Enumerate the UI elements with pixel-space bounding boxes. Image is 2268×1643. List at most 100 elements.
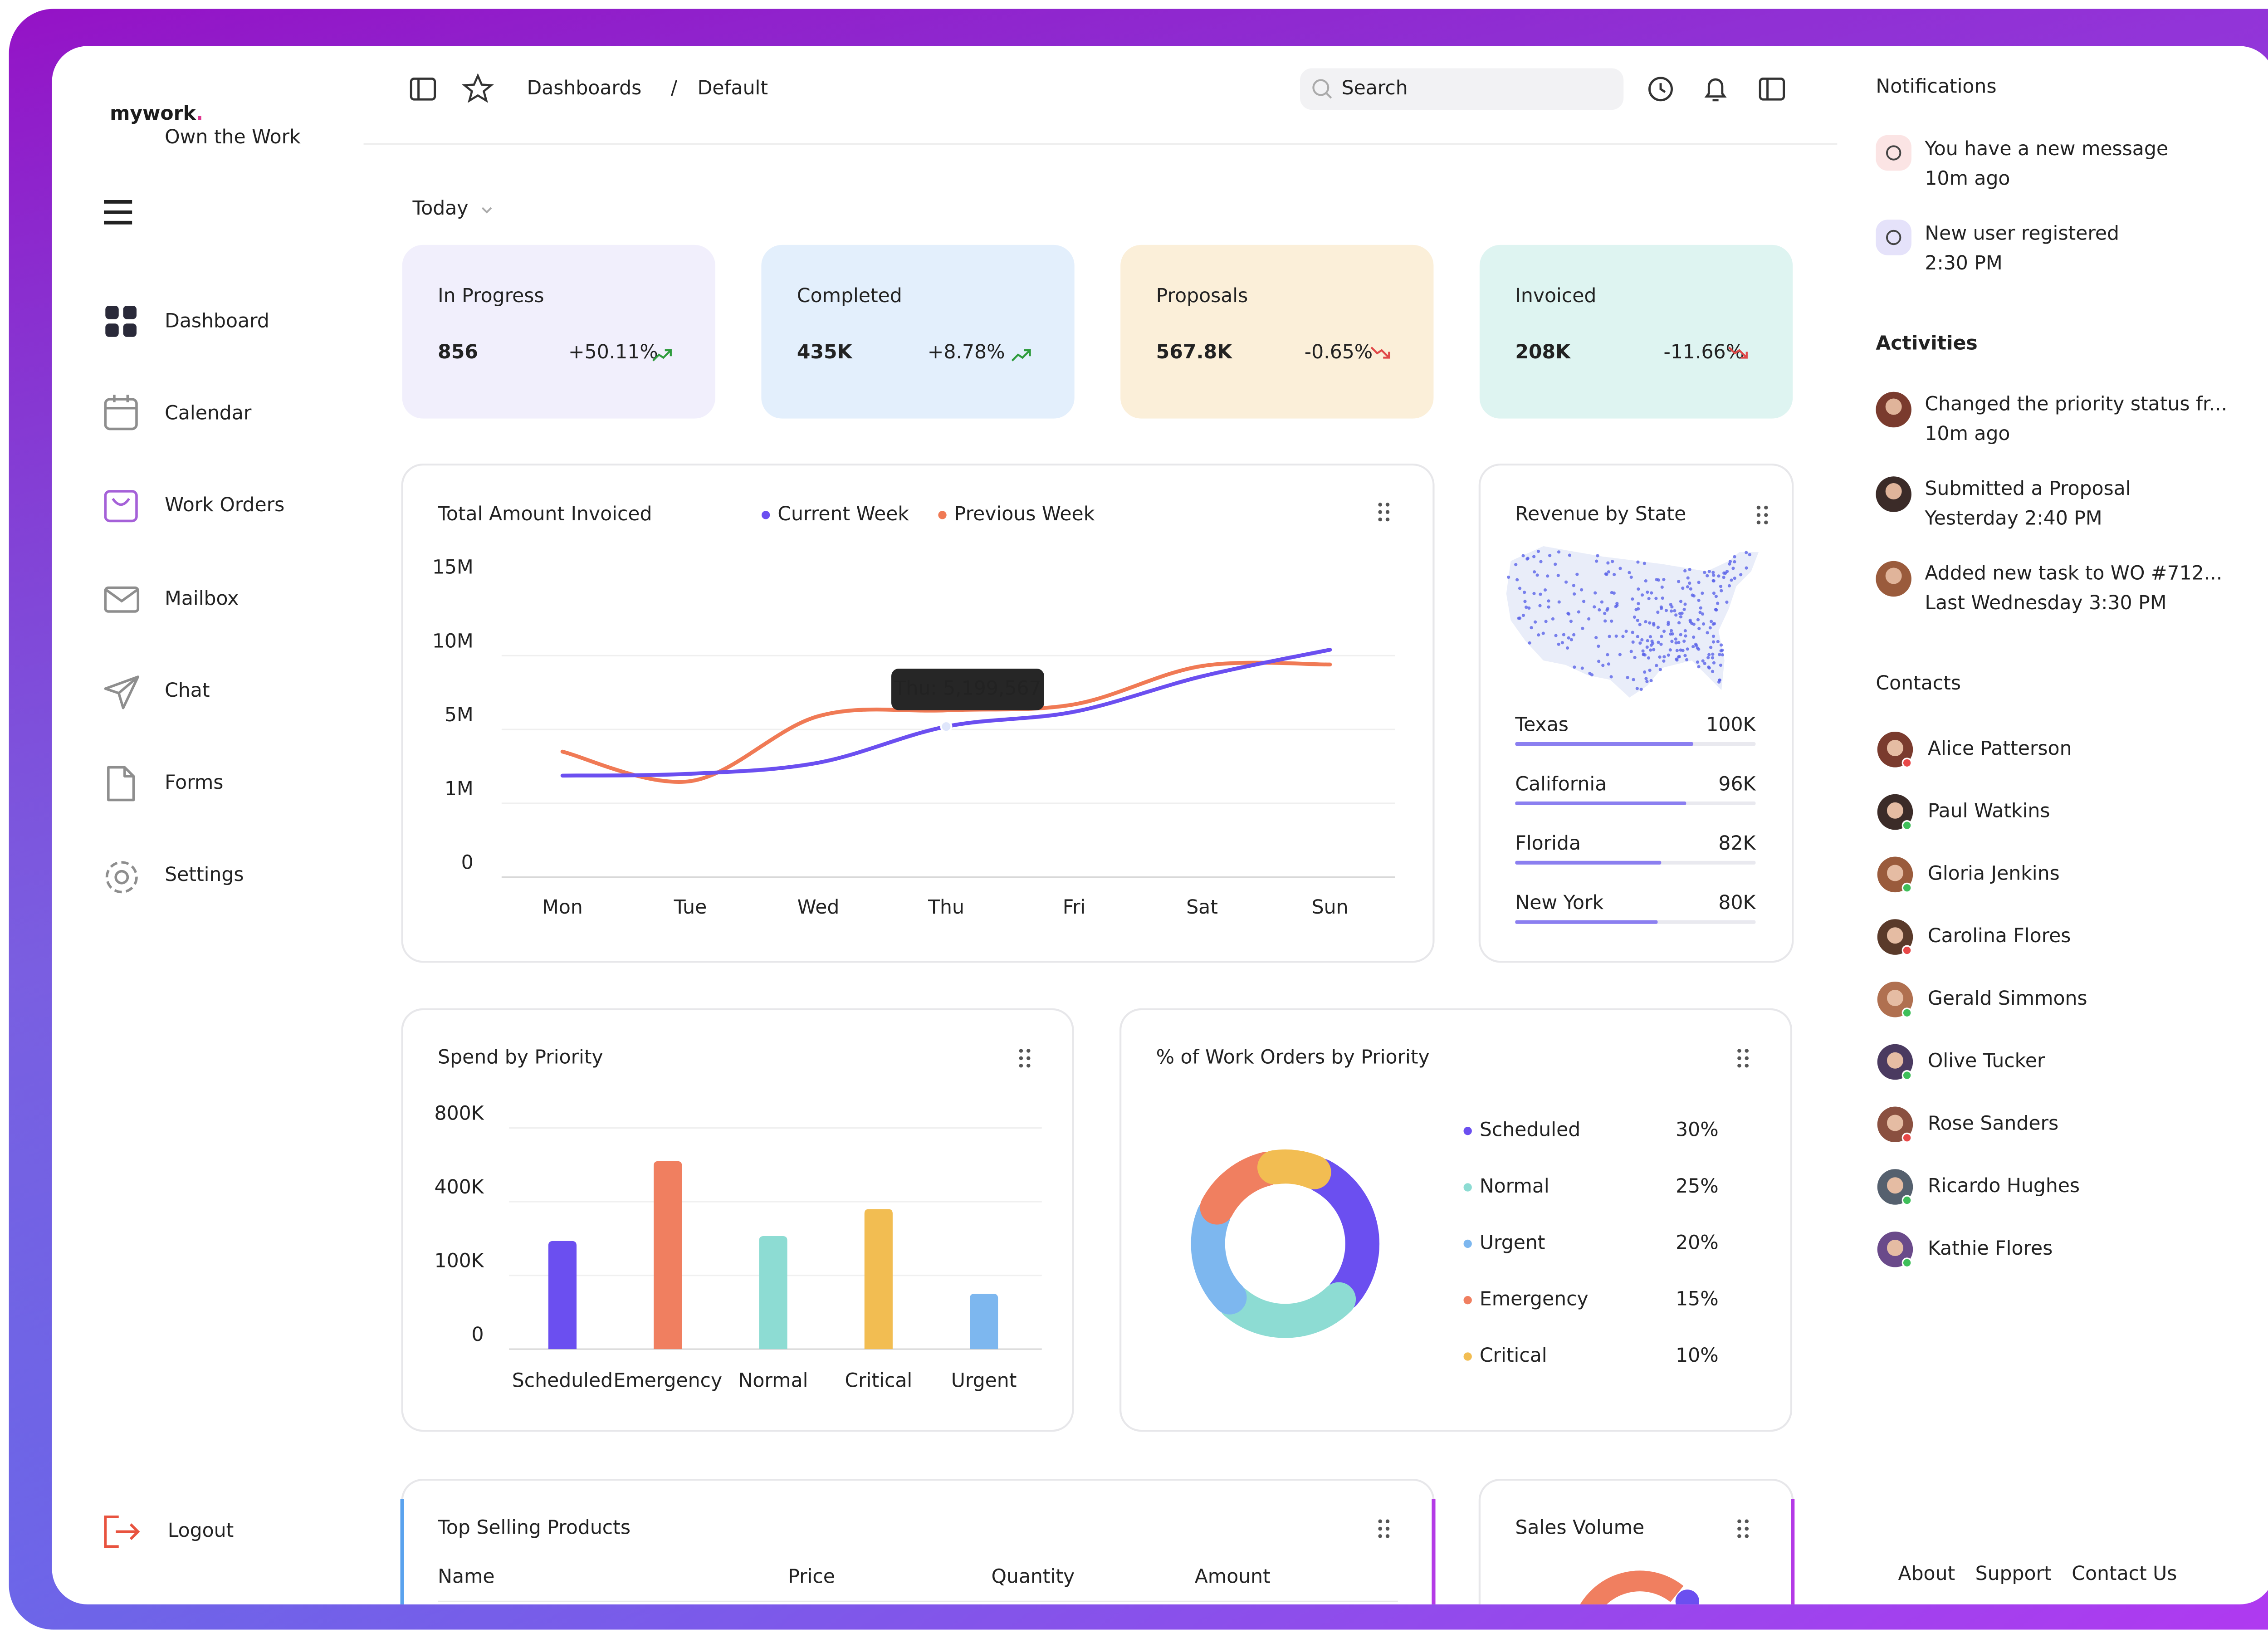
map-dot xyxy=(1691,593,1694,597)
contact-name[interactable]: Alice Patterson xyxy=(1928,738,2072,760)
kpi-card xyxy=(761,244,1075,419)
contact-name[interactable]: Paul Watkins xyxy=(1928,800,2050,822)
status-dot xyxy=(1901,1070,1912,1081)
map-dot xyxy=(1688,620,1692,624)
bell-icon[interactable] xyxy=(1704,78,1727,102)
kpi-change: +8.78% xyxy=(928,341,1005,363)
chart-card xyxy=(401,463,1435,963)
map-dot xyxy=(1639,687,1643,691)
state-value: 80K xyxy=(1718,892,1756,914)
map-dot xyxy=(1716,601,1720,605)
search-box[interactable] xyxy=(1300,68,1624,110)
map-dot xyxy=(1719,663,1723,667)
contact-name[interactable]: Ricardo Hughes xyxy=(1928,1175,2080,1197)
contact-name[interactable]: Rose Sanders xyxy=(1928,1112,2058,1134)
map-dot xyxy=(1683,629,1687,633)
map-dot xyxy=(1565,646,1569,650)
map-dot xyxy=(1644,579,1647,583)
map-dot xyxy=(1662,655,1666,659)
map-dot xyxy=(1674,613,1678,617)
map-dot xyxy=(1682,607,1686,611)
panel-icon[interactable] xyxy=(410,77,436,101)
map-dot xyxy=(1697,598,1701,602)
map-dot xyxy=(1712,592,1716,595)
map-dot xyxy=(1631,640,1635,644)
menu-item[interactable]: Settings xyxy=(165,864,244,886)
map-dot xyxy=(1567,636,1570,640)
contact-name[interactable]: Olive Tucker xyxy=(1928,1050,2045,1072)
contact-name[interactable]: Kathie Flores xyxy=(1928,1237,2053,1260)
state-label: Texas xyxy=(1515,714,1569,736)
map-dot xyxy=(1712,622,1716,626)
icon-square xyxy=(123,306,137,319)
menu-item[interactable]: Calendar xyxy=(165,402,252,424)
contact-name[interactable]: Carolina Flores xyxy=(1928,925,2071,947)
chart-title: Total Amount Invoiced xyxy=(437,503,652,525)
map-dot xyxy=(1652,648,1656,651)
map-dot xyxy=(1678,612,1682,616)
map-dot xyxy=(1554,562,1557,566)
map-dot xyxy=(1606,561,1610,565)
map-dot xyxy=(1569,620,1573,623)
chart-title: % of Work Orders by Priority xyxy=(1156,1046,1430,1068)
breadcrumb[interactable]: Dashboards xyxy=(527,77,641,99)
state-label: New York xyxy=(1515,892,1603,914)
map-dot xyxy=(1748,553,1751,557)
activity-text[interactable]: Added new task to WO #712... xyxy=(1925,562,2222,585)
map-dot xyxy=(1577,610,1581,614)
status-dot xyxy=(1901,758,1912,768)
more-menu-dot xyxy=(1378,503,1382,507)
avatar-face xyxy=(1887,1240,1903,1257)
activity-time: Last Wednesday 3:30 PM xyxy=(1925,592,2166,614)
avatar-face xyxy=(1887,740,1903,757)
history-icon[interactable] xyxy=(1648,77,1673,102)
logout[interactable]: Logout xyxy=(168,1520,234,1542)
map-dot xyxy=(1527,606,1531,610)
notification-text[interactable]: You have a new message xyxy=(1924,138,2168,160)
map-dot xyxy=(1629,650,1633,653)
footer-link[interactable]: Support xyxy=(1975,1563,2052,1585)
table-header: Price xyxy=(788,1566,835,1588)
menu-item[interactable]: Work Orders xyxy=(165,494,284,516)
map-dot xyxy=(1514,563,1518,567)
map-dot xyxy=(1706,631,1709,635)
menu-item[interactable]: Mailbox xyxy=(165,587,239,610)
more-menu-dot xyxy=(1378,1519,1382,1523)
chart-card xyxy=(1478,463,1794,963)
menu-icon xyxy=(104,490,138,523)
panel-icon[interactable] xyxy=(1759,77,1785,101)
map-dot xyxy=(1714,595,1718,598)
map-dot xyxy=(1711,579,1715,582)
map-dot xyxy=(1677,641,1681,645)
map-dot xyxy=(1562,633,1565,636)
menu-item[interactable]: Chat xyxy=(165,680,210,702)
legend-label: Emergency xyxy=(1480,1288,1589,1310)
footer-link[interactable]: About xyxy=(1898,1563,1955,1585)
kpi-value: 856 xyxy=(438,341,478,363)
map-dot xyxy=(1667,653,1670,657)
activity-text[interactable]: Submitted a Proposal xyxy=(1925,478,2131,500)
footer-link[interactable]: Contact Us xyxy=(2072,1563,2177,1585)
more-menu-dot xyxy=(1385,510,1390,514)
map-dot xyxy=(1643,670,1647,674)
map-dot xyxy=(1745,566,1748,570)
contact-name[interactable]: Gerald Simmons xyxy=(1928,988,2087,1010)
star-icon[interactable] xyxy=(462,73,494,103)
notification-text[interactable]: New user registered xyxy=(1925,222,2119,244)
activity-text[interactable]: Changed the priority status fr... xyxy=(1925,393,2227,416)
bar xyxy=(759,1236,787,1350)
map-dot xyxy=(1677,655,1681,659)
menu-item[interactable]: Dashboard xyxy=(165,310,269,333)
map-dot xyxy=(1701,622,1706,626)
map-dot xyxy=(1733,560,1736,564)
map-dot xyxy=(1603,619,1607,623)
map-dot xyxy=(1595,559,1598,563)
legend-value: 10% xyxy=(1676,1345,1718,1367)
map-dot xyxy=(1717,574,1721,578)
date-filter[interactable]: Today xyxy=(412,197,469,220)
map-dot xyxy=(1731,567,1735,570)
x-tick-label: Urgent xyxy=(951,1370,1017,1392)
contact-name[interactable]: Gloria Jenkins xyxy=(1928,862,2060,885)
menu-item[interactable]: Forms xyxy=(165,772,223,794)
map-dot xyxy=(1646,590,1649,594)
